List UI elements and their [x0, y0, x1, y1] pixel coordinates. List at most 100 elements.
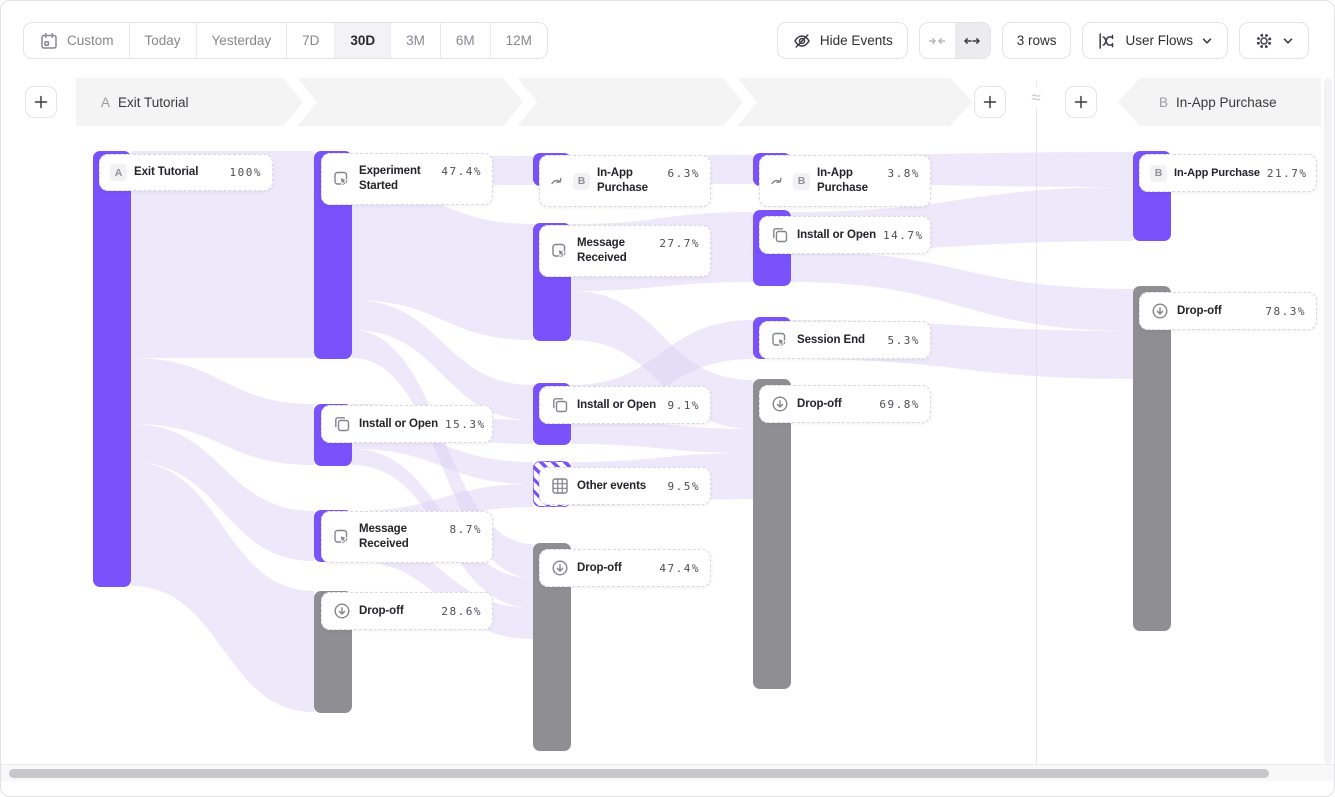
arrows-in-icon	[928, 37, 946, 44]
rows-label: 3 rows	[1016, 33, 1057, 48]
add-step-button-left[interactable]	[25, 86, 57, 118]
node-label: In-App Purchase	[1174, 166, 1260, 179]
grid-icon	[552, 478, 568, 494]
date-range-label: 12M	[505, 33, 532, 48]
date-range-today[interactable]: Today	[130, 23, 197, 58]
band-a-label[interactable]: A Exit Tutorial	[101, 78, 189, 126]
node-percent: 47.4%	[659, 561, 700, 575]
node-label: Drop-off	[797, 397, 842, 410]
date-range-label: 6M	[455, 33, 475, 48]
node-percent: 21.7%	[1266, 166, 1308, 180]
flow-node-card[interactable]: Drop-off 28.6%	[321, 592, 493, 630]
flow-node-card[interactable]: Drop-off 69.8%	[759, 385, 931, 423]
flow-node-card[interactable]: B In-App Purchase 21.7%	[1139, 154, 1317, 192]
node-label: Exit Tutorial	[134, 166, 199, 179]
horizontal-scrollbar[interactable]	[1, 764, 1334, 781]
band-chevron	[723, 78, 758, 126]
step-letter-badge: B	[793, 172, 810, 190]
plus-icon	[34, 95, 48, 109]
node-percent: 14.7%	[883, 228, 924, 242]
node-label: Install or Open	[577, 398, 657, 411]
rows-button[interactable]: 3 rows	[1001, 22, 1072, 59]
collapse-columns-button[interactable]	[920, 23, 955, 58]
date-range-label: 30D	[350, 33, 376, 48]
flow-ribbon	[131, 462, 314, 712]
expand-columns-button[interactable]	[954, 23, 990, 58]
flow-node-card[interactable]: Other events 9.5%	[539, 467, 711, 505]
band-b-shape	[1118, 78, 1321, 126]
date-range-6m[interactable]: 6M	[441, 23, 491, 58]
arrow-down-circle-icon	[334, 603, 350, 619]
flow-node-card[interactable]: Experiment Started 47.4%	[321, 153, 493, 205]
band-b-label[interactable]: B In-App Purchase	[1159, 78, 1277, 126]
band-chevron	[283, 78, 318, 126]
node-percent: 28.6%	[441, 604, 482, 618]
flow-ribbon	[791, 251, 1133, 331]
step-letter-badge: B	[1150, 164, 1167, 182]
calendar-icon	[41, 32, 57, 49]
date-range-custom[interactable]: Custom	[24, 23, 130, 58]
flow-node-card[interactable]: Install or Open 15.3%	[321, 405, 493, 443]
gear-icon	[1256, 33, 1272, 48]
flow-node-bar[interactable]	[1133, 286, 1171, 631]
flow-node-card[interactable]: Message Received 27.7%	[539, 225, 711, 277]
date-range-7d[interactable]: 7D	[287, 23, 336, 58]
date-range-selector: Custom Today Yesterday 7D 30D 3M 6M 12M	[23, 22, 548, 59]
node-percent: 9.1%	[667, 398, 700, 412]
node-label: Install or Open	[359, 417, 439, 430]
copy-squares-icon	[335, 417, 350, 432]
spacing-toggle	[918, 22, 991, 59]
node-label: Drop-off	[1177, 304, 1222, 317]
plus-icon	[1074, 95, 1088, 109]
node-label: Install or Open	[797, 228, 877, 241]
step-letter-badge: B	[573, 172, 590, 190]
chevron-down-icon	[1202, 37, 1212, 44]
node-label: Message Received	[577, 237, 627, 264]
flow-node-card[interactable]: Message Received 8.7%	[321, 511, 493, 563]
horizontal-scrollbar-thumb[interactable]	[9, 769, 1269, 778]
add-step-button-a-end[interactable]	[974, 86, 1006, 118]
step-letter-badge: A	[110, 164, 127, 181]
node-percent: 3.8%	[887, 167, 920, 180]
date-range-30d[interactable]: 30D	[335, 23, 392, 58]
date-range-12m[interactable]: 12M	[491, 23, 547, 58]
flow-node-card[interactable]: Install or Open 14.7%	[759, 216, 931, 254]
node-percent: 6.3%	[667, 167, 700, 180]
flow-node-card[interactable]: A Exit Tutorial 100%	[99, 154, 273, 191]
node-label: Message Received	[359, 523, 409, 550]
hide-events-button[interactable]: Hide Events	[776, 22, 908, 59]
band-chevron	[503, 78, 538, 126]
band-a-name: Exit Tutorial	[118, 94, 189, 110]
band-a-letter: A	[101, 94, 111, 110]
flow-ribbon	[352, 300, 533, 420]
flow-node-card[interactable]: Drop-off 78.3%	[1139, 292, 1317, 330]
view-selector-label: User Flows	[1125, 33, 1193, 48]
hide-events-label: Hide Events	[819, 33, 893, 48]
flow-node-card[interactable]: Install or Open 9.1%	[539, 386, 711, 424]
node-label: In-App Purchase	[817, 167, 868, 194]
node-label: Drop-off	[359, 604, 404, 617]
add-step-button-b-start[interactable]	[1065, 86, 1097, 118]
flow-node-card[interactable]: B In-App Purchase 6.3%	[539, 155, 711, 207]
eye-off-icon	[794, 33, 810, 48]
node-label: Other events	[577, 479, 647, 492]
date-range-yesterday[interactable]: Yesterday	[197, 23, 288, 58]
flow-node-card[interactable]: B In-App Purchase 3.8%	[759, 155, 931, 207]
curved-arrow-icon	[771, 177, 782, 185]
settings-dropdown[interactable]	[1239, 22, 1309, 59]
date-range-label: 3M	[406, 33, 425, 48]
flow-ribbon	[131, 358, 314, 465]
view-selector-dropdown[interactable]: User Flows	[1082, 22, 1228, 59]
flow-node-card[interactable]: Drop-off 47.4%	[539, 549, 711, 587]
flow-node-bar[interactable]	[93, 151, 131, 587]
band-b-letter: B	[1159, 94, 1169, 110]
arrows-out-icon	[964, 37, 980, 44]
flow-node-bar[interactable]	[753, 379, 791, 689]
copy-squares-icon	[553, 398, 568, 413]
flow-node-card[interactable]: Session End 5.3%	[759, 321, 931, 359]
break-symbol: ≈	[1025, 88, 1047, 108]
date-range-3m[interactable]: 3M	[391, 23, 441, 58]
cursor-click-icon	[334, 529, 348, 544]
vertical-scrollbar[interactable]	[1324, 78, 1332, 764]
arrow-down-circle-icon	[772, 396, 788, 412]
